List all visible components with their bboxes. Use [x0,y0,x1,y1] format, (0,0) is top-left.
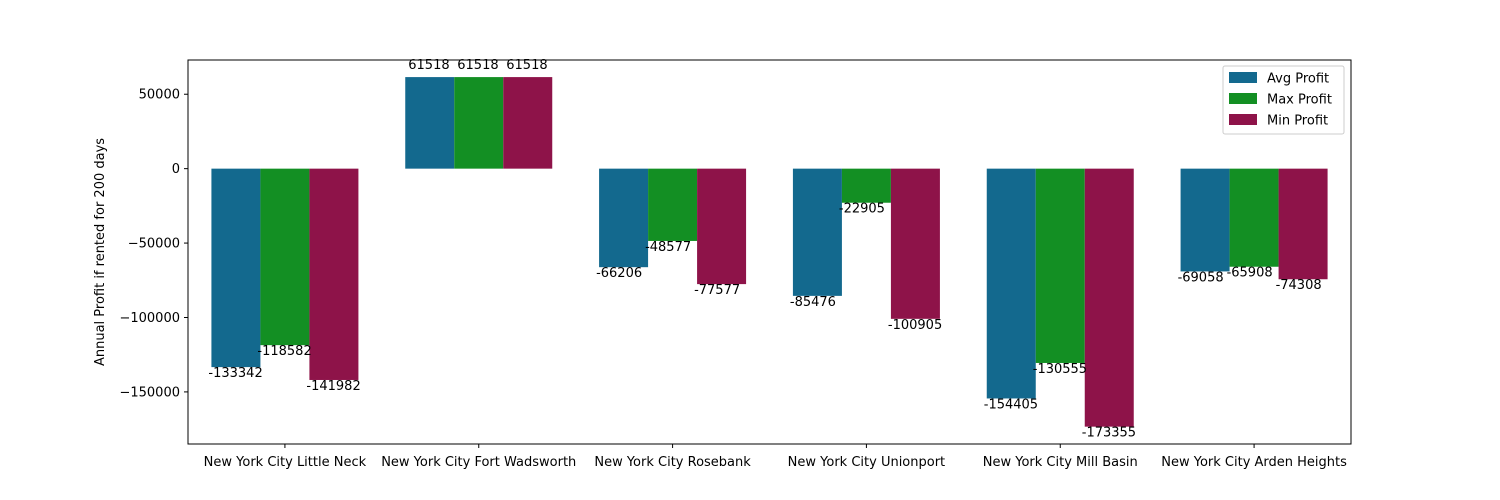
legend: Avg Profit Max Profit Min Profit [1222,65,1345,135]
y-tick-label: 50000 [139,88,180,103]
legend-swatch [1229,93,1257,104]
bar [792,168,842,296]
bar-value-label: 61518 [457,58,498,73]
y-tick-label: −100000 [119,311,180,326]
bar-value-label: -141982 [306,379,360,394]
bar-value-label: -74308 [1276,278,1322,293]
bar-value-label: -66206 [596,266,642,281]
bars [211,77,1328,427]
legend-label: Min Profit [1267,114,1328,129]
data-labels: -133342 -118582 -141982 61518 61518 61518 -662… [208,58,1321,441]
bar [648,168,698,241]
legend-items: Avg Profit Max Profit Min Profit [1229,72,1332,129]
bar-value-label: 61518 [408,58,449,73]
bar-value-label: -77577 [694,283,740,298]
x-tick-label: New York City Unionport [788,455,945,470]
y-axis: −150000 −100000 −50000 0 50000 [119,88,188,400]
x-tick-label: New York City Arden Heights [1161,455,1347,470]
bar-value-label: -69058 [1178,270,1224,285]
bar [309,168,359,380]
bar-value-label: -65908 [1227,266,1273,281]
bar-value-label: -100905 [888,318,942,333]
bar [1180,168,1230,272]
x-axis: New York City Little Neck New York City F… [204,444,1347,470]
bar [841,168,891,203]
bar [890,168,940,319]
bar [1084,168,1134,427]
x-tick-label: New York City Little Neck [204,455,367,470]
legend-swatch [1229,72,1257,83]
bar [697,168,747,285]
bar [260,168,310,346]
y-tick-label: −50000 [128,237,180,252]
bar-value-label: -118582 [257,344,311,359]
bar [211,168,261,368]
x-tick-label: New York City Fort Wadsworth [381,455,576,470]
bar-value-label: -48577 [645,240,691,255]
y-tick-label: 0 [172,162,180,177]
bar [405,77,455,169]
bar-value-label: -130555 [1033,362,1087,377]
bar [503,77,553,169]
bar [599,168,649,268]
bar-value-label: -85476 [790,295,836,310]
y-tick-label: −150000 [119,385,180,400]
bar-value-label: 61518 [506,58,547,73]
plot-frame [187,59,1352,445]
bar-value-label: -133342 [208,366,262,381]
bar [454,77,504,169]
bar [1035,168,1085,363]
legend-label: Avg Profit [1267,72,1329,87]
bar-value-label: -173355 [1082,426,1136,441]
bar-value-label: -154405 [984,397,1038,412]
x-tick-label: New York City Mill Basin [983,455,1138,470]
y-axis-label: Annual Profit if rented for 200 days [93,138,108,366]
bar [1229,168,1279,267]
bar [1278,168,1328,280]
legend-swatch [1229,114,1257,125]
legend-label: Max Profit [1267,93,1332,108]
x-tick-label: New York City Rosebank [594,455,751,470]
bar [986,168,1036,399]
bar-value-label: -22905 [839,202,885,217]
